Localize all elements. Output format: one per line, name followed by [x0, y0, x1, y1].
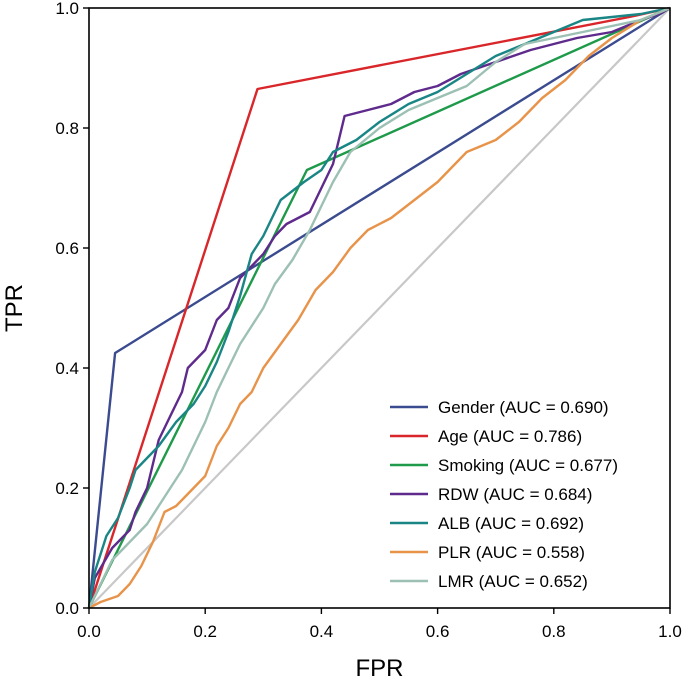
x-tick-label: 0.2 [193, 622, 217, 641]
series-line-2 [87, 6, 671, 609]
x-tick-label: 1.0 [658, 622, 682, 641]
series-line-4 [87, 6, 671, 609]
series-line-0 [87, 6, 671, 609]
legend: Gender (AUC = 0.690) Age (AUC = 0.786) Smo… [390, 398, 618, 591]
plot-lines [87, 6, 671, 610]
x-tick-label: 0.6 [426, 622, 450, 641]
legend-label: Smoking (AUC = 0.677) [438, 456, 618, 475]
series-line-5 [88, 6, 671, 610]
x-tick-label: 0.4 [310, 622, 334, 641]
y-tick-label: 0.4 [55, 359, 79, 378]
y-tick-label: 0.2 [55, 479, 79, 498]
y-axis-ticks: 0.0 0.2 0.4 0.6 0.8 1.0 [55, 0, 89, 618]
diagonal-reference-line [88, 7, 671, 609]
y-axis-label: TPR [1, 284, 28, 332]
y-tick-label: 0.8 [55, 119, 79, 138]
y-tick-label: 1.0 [55, 0, 79, 18]
legend-label: RDW (AUC = 0.684) [438, 485, 592, 504]
y-tick-label: 0.6 [55, 239, 79, 258]
x-tick-label: 0.8 [542, 622, 566, 641]
y-tick-label: 0.0 [55, 599, 79, 618]
legend-label: ALB (AUC = 0.692) [438, 514, 584, 533]
series-line-6 [87, 6, 671, 609]
series-line-3 [87, 6, 671, 609]
legend-label: Age (AUC = 0.786) [438, 427, 582, 446]
legend-label: LMR (AUC = 0.652) [438, 572, 588, 591]
plot-frame [88, 7, 671, 609]
x-axis-ticks: 0.0 0.2 0.4 0.6 0.8 1.0 [77, 608, 682, 641]
x-tick-label: 0.0 [77, 622, 101, 641]
legend-label: PLR (AUC = 0.558) [438, 543, 585, 562]
x-axis-label: FPR [356, 655, 404, 682]
legend-label: Gender (AUC = 0.690) [438, 398, 609, 417]
